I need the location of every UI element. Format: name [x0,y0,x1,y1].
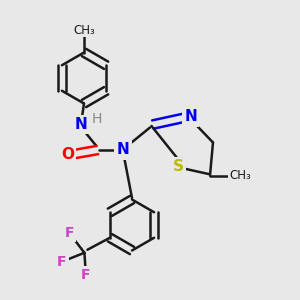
Text: F: F [81,268,91,282]
Text: CH₃: CH₃ [73,23,95,37]
Text: O: O [61,147,74,162]
Text: S: S [173,159,184,174]
Text: H: H [92,112,102,126]
Text: N: N [184,110,197,124]
Text: N: N [75,117,87,132]
Text: F: F [65,226,74,240]
Text: N: N [117,142,129,158]
Text: F: F [57,255,67,269]
Text: CH₃: CH₃ [229,169,251,182]
